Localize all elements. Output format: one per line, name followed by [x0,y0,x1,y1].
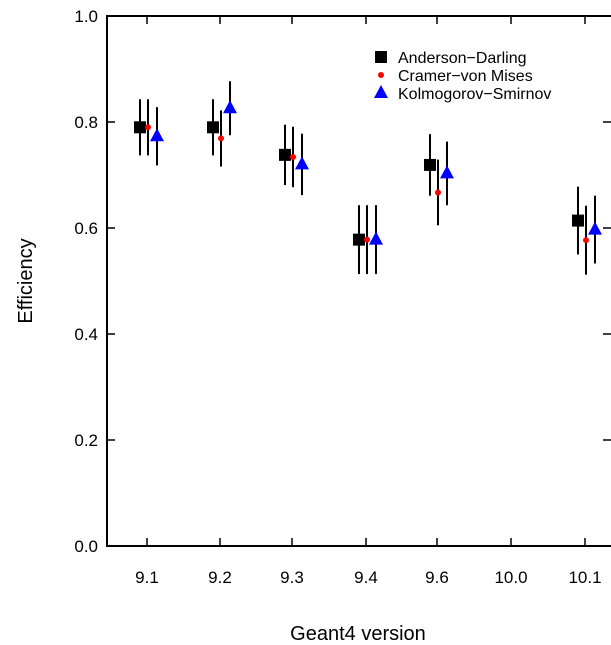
y-tick-label: 0.0 [74,537,98,556]
x-tick-label: 9.4 [354,568,378,587]
y-tick-label: 1.0 [74,7,98,26]
y-tick-label: 0.6 [74,219,98,238]
plot-frame [106,15,611,547]
anderson-darling-point [279,148,291,161]
x-tick-label: 9.2 [208,568,232,587]
legend-label-kolmogorov-smirnov: Kolmogorov−Smirnov [398,86,551,103]
cramer-von-mises-point [290,153,296,160]
cramer-von-mises-point [218,135,224,142]
legend-marker-anderson-darling [375,51,387,63]
x-tick-label: 10.1 [568,568,601,587]
y-tick-label: 0.8 [74,113,98,132]
cramer-von-mises-point [145,124,151,131]
legend-marker-cramer-von-mises [378,72,384,78]
anderson-darling-point [424,158,436,171]
kolmogorov-smirnov-point [440,165,454,179]
x-axis-title: Geant4 version [290,623,426,645]
cramer-von-mises-point [583,237,589,244]
cramer-von-mises-point [364,236,370,243]
y-tick-label: 0.2 [74,431,98,450]
legend-marker-kolmogorov-smirnov [374,85,388,98]
kolmogorov-smirnov-point [223,100,237,114]
kolmogorov-smirnov-point [295,156,309,170]
kolmogorov-smirnov-point [588,221,602,235]
kolmogorov-smirnov-point [150,128,164,142]
y-axis-title: Efficiency [15,238,37,323]
plot-border [106,15,611,547]
y-tick-label: 0.4 [74,325,98,344]
anderson-darling-point [572,214,584,227]
x-tick-label: 9.3 [280,568,304,587]
anderson-darling-point [207,121,219,134]
cramer-von-mises-point [435,189,441,196]
x-tick-label: 10.0 [494,568,527,587]
anderson-darling-point [353,233,365,246]
error-bars [139,81,596,275]
legend-label-cramer-von-mises: Cramer−von Mises [398,68,533,85]
kolmogorov-smirnov-point [369,231,383,245]
axis-ticks: 0.0 0.2 0.4 0.6 0.8 1.0 9.1 9.2 9.3 9.4 9.6 10.0 10.… [74,7,611,587]
x-tick-label: 9.6 [425,568,449,587]
x-tick-label: 9.1 [135,568,159,587]
legend-label-anderson-darling: Anderson−Darling [398,50,527,67]
data-markers [134,100,602,246]
anderson-darling-point [134,121,146,134]
